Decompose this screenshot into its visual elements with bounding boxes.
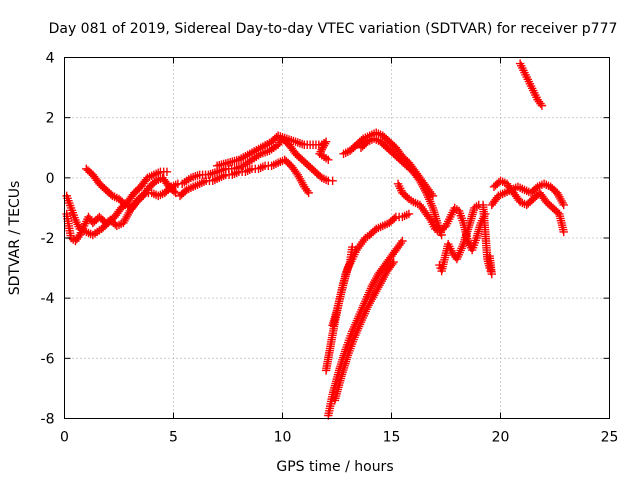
x-tick-label: 25 [601, 430, 619, 446]
x-tick-labels: 0 5 10 15 20 25 [60, 430, 618, 446]
data-point [404, 209, 414, 219]
series-track-o [328, 242, 357, 330]
y-tick-label: -2 [41, 231, 55, 247]
series-track-d [175, 155, 313, 201]
data-point [328, 176, 337, 186]
y-tick-label: -6 [41, 351, 55, 367]
y-tick-label: 4 [46, 51, 55, 67]
series-track-h [356, 134, 446, 240]
series-track-j [435, 200, 496, 279]
data-point [348, 242, 357, 252]
data-point [162, 167, 172, 177]
data-point [398, 236, 407, 246]
axis-ticks [64, 57, 610, 419]
data-point [324, 155, 333, 164]
y-tick-label: -8 [41, 412, 55, 428]
series-track-q [330, 257, 398, 405]
x-tick-label: 5 [169, 430, 178, 446]
y-tick-label: 2 [46, 111, 55, 127]
y-tick-label: 0 [46, 171, 55, 187]
data-point [171, 188, 180, 198]
y-tick-label: -4 [41, 291, 55, 307]
data-point [537, 101, 547, 110]
x-axis-label: GPS time / hours [276, 459, 393, 475]
x-tick-label: 20 [492, 430, 510, 446]
data-point [304, 188, 313, 198]
grid [64, 57, 610, 419]
data-point [428, 191, 438, 201]
y-tick-labels: -8 -6 -4 -2 0 2 4 [41, 51, 55, 428]
data-point [559, 227, 568, 237]
data-point [559, 200, 568, 210]
x-tick-label: 15 [383, 430, 401, 446]
x-tick-label: 10 [274, 430, 292, 446]
series-track-l [489, 176, 568, 237]
x-tick-label: 0 [60, 430, 69, 446]
y-axis-label: SDTVAR / TECUs [7, 181, 23, 296]
series-track-k [487, 179, 568, 210]
data-point [389, 257, 398, 267]
chart-title: Day 081 of 2019, Sidereal Day-to-day VTE… [49, 21, 618, 37]
data-point [485, 251, 494, 261]
series-track-m [515, 59, 547, 110]
data-points [62, 59, 568, 420]
series-track-f [212, 131, 333, 170]
series-track-c [82, 164, 183, 213]
